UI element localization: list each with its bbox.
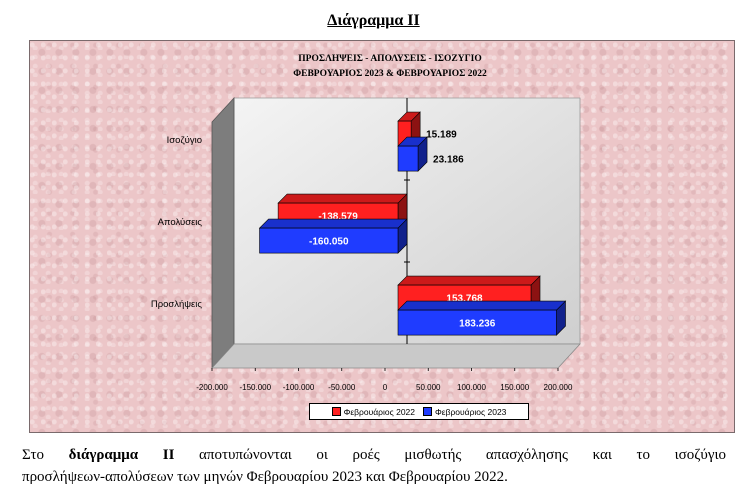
data-label: -160.050 [309, 237, 349, 248]
data-label: 153.768 [446, 294, 483, 305]
category-label: Απολύσεις [158, 217, 203, 228]
legend-item-2023: Φεβρουάριος 2023 [423, 407, 506, 417]
category-label: Ισοζύγιο [167, 135, 202, 146]
x-tick-label: -100.000 [283, 383, 315, 392]
x-tick-label: -150.000 [239, 383, 271, 392]
legend-label-2022: Φεβρουάριος 2022 [343, 406, 415, 417]
chart-floor [211, 343, 581, 369]
bar-top [258, 218, 408, 229]
legend-item-2022: Φεβρουάριος 2022 [331, 406, 415, 417]
x-tick-label: 0 [383, 383, 388, 392]
bar-2023 [259, 227, 399, 254]
caption-line-2: προσλήψεων-απολύσεων των μηνών Φεβρουαρί… [22, 469, 508, 485]
x-tick-label: -200.000 [196, 383, 228, 392]
legend-swatch-2022 [331, 407, 341, 416]
legend-label-2023: Φεβρουάριος 2023 [435, 406, 507, 417]
data-label: -138.579 [318, 212, 358, 223]
caption-paragraph: Στο διάγραμμα ΙΙ αποτυπώνονται οι ροές μ… [22, 444, 726, 488]
bar-top [277, 193, 408, 204]
bar-top [397, 275, 541, 286]
chart-side-wall [211, 96, 235, 370]
chart-title-line2: ΦΕΒΡΟΥΑΡΙΟΣ 2023 & ΦΕΒΡΟΥΑΡΙΟΣ 2022 [293, 69, 487, 79]
x-tick-label: 50.000 [416, 383, 441, 392]
chart-legend: Φεβρουάριος 2022 Φεβρουάριος 2023 [309, 403, 529, 420]
x-tick-label: 150.000 [500, 383, 529, 392]
x-tick-label: 200.000 [544, 383, 573, 392]
bar-top [397, 300, 567, 311]
data-label: 15.189 [426, 130, 457, 141]
data-label: 183.236 [459, 319, 496, 330]
bar-2023 [397, 309, 557, 336]
caption-line-1: Στο διάγραμμα ΙΙ αποτυπώνονται οι ροές μ… [22, 447, 726, 463]
chart-title-line1: ΠΡΟΣΛΗΨΕΙΣ - ΑΠΟΛΥΣΕΙΣ - ΙΣΟΖΥΓΙΟ [298, 54, 481, 64]
legend-swatch-2023 [423, 407, 432, 416]
bar-2023 [397, 145, 419, 172]
caption-bold: διάγραμμα ΙΙ [68, 447, 175, 463]
page-heading: Διάγραμμα ΙΙ [327, 12, 420, 29]
x-tick-label: -50.000 [328, 383, 356, 392]
x-tick-label: 100.000 [457, 383, 486, 392]
category-label: Προσλήψεις [151, 299, 203, 310]
data-label: 23.186 [433, 155, 464, 166]
